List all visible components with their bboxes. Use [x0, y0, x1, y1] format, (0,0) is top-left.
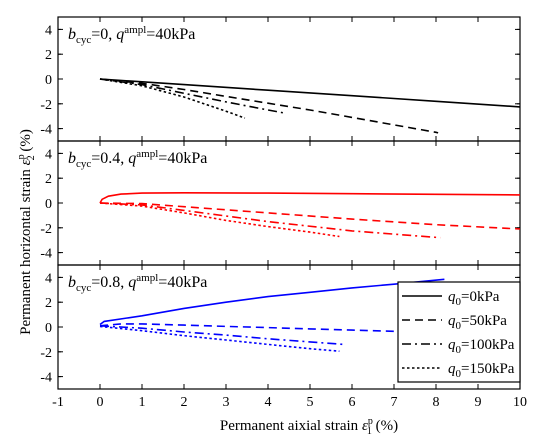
y-tick-label: -2 — [40, 222, 52, 237]
panel-title: bcyc=0, qampl=40kPa — [68, 24, 195, 46]
y-tick-label: -4 — [40, 247, 52, 262]
x-axis-title: Permanent aixial strain εp 1 (%) — [220, 416, 398, 437]
legend-entry: q0=150kPa — [448, 361, 515, 380]
y-tick-label: -4 — [40, 123, 52, 138]
panel-title: bcyc=0.8, qampl=40kPa — [68, 272, 207, 294]
legend-entry: q0=0kPa — [448, 289, 500, 308]
y-tick-label: 0 — [45, 321, 52, 336]
series-line-dot — [99, 202, 340, 238]
panel-3: 4 2 0 -2 -4 bcyc=0.8, qampl=40kPa — [40, 264, 521, 390]
series-line-dash — [99, 78, 439, 134]
y-tick-label: 2 — [45, 172, 52, 187]
y-tick-label: -4 — [40, 371, 52, 386]
legend-entry: q0=50kPa — [448, 313, 507, 332]
y-tick-label: 2 — [45, 48, 52, 63]
series-line-dashdot — [99, 202, 441, 239]
legend-box — [397, 281, 521, 383]
series-line-solid — [99, 78, 521, 108]
series-line-dot — [99, 78, 246, 119]
x-tick-label: 6 — [349, 395, 356, 410]
y-tick-label: 4 — [45, 271, 52, 286]
x-tick-label: 10 — [513, 395, 527, 410]
series-line-dash — [99, 202, 521, 230]
series-line-dashdot — [99, 78, 285, 114]
panel-title: bcyc=0.4, qampl=40kPa — [68, 148, 207, 170]
x-tick-label: 3 — [223, 395, 230, 410]
x-tick-label: 8 — [433, 395, 440, 410]
x-tick-label: 9 — [475, 395, 482, 410]
panel-2: 4 2 0 -2 -4 bcyc=0.4, qampl=40kPa — [40, 140, 521, 266]
legend: q0=0kPa q0=50kPa q0=100kPa q0=150kPa — [397, 281, 521, 383]
panels: 4 2 0 -2 -4 bcyc=0, qampl=40kPa 4 2 0 -2 -4 bcyc=0.… — [40, 16, 521, 390]
x-tick-label: -1 — [52, 395, 64, 410]
panel-1: 4 2 0 -2 -4 bcyc=0, qampl=40kPa — [40, 16, 521, 142]
x-tick-label: 1 — [139, 395, 146, 410]
y-tick-label: 0 — [45, 73, 52, 88]
x-tick-label: 4 — [265, 395, 272, 410]
y-tick-label: -2 — [40, 346, 52, 361]
x-tick-label: 2 — [181, 395, 188, 410]
legend-entry: q0=100kPa — [448, 337, 515, 356]
y-tick-label: 0 — [45, 197, 52, 212]
y-axis-title: Permanent horizontal strain εp2 (%) — [16, 129, 37, 335]
x-tick-label: 0 — [97, 395, 104, 410]
x-tick-label: 7 — [391, 395, 398, 410]
series-line-dot — [99, 325, 340, 352]
series-line-solid — [99, 278, 445, 326]
series-line-dash — [99, 323, 395, 333]
x-tick-labels: -1 0 1 2 3 4 5 6 7 8 9 10 — [52, 395, 527, 410]
y-tick-label: 2 — [45, 296, 52, 311]
y-tick-label: 4 — [45, 23, 52, 38]
y-tick-label: 4 — [45, 147, 52, 162]
series-line-solid — [99, 191, 521, 204]
y-tick-label: -2 — [40, 98, 52, 113]
x-tick-label: 5 — [307, 395, 314, 410]
series-line-dashdot — [99, 325, 344, 346]
